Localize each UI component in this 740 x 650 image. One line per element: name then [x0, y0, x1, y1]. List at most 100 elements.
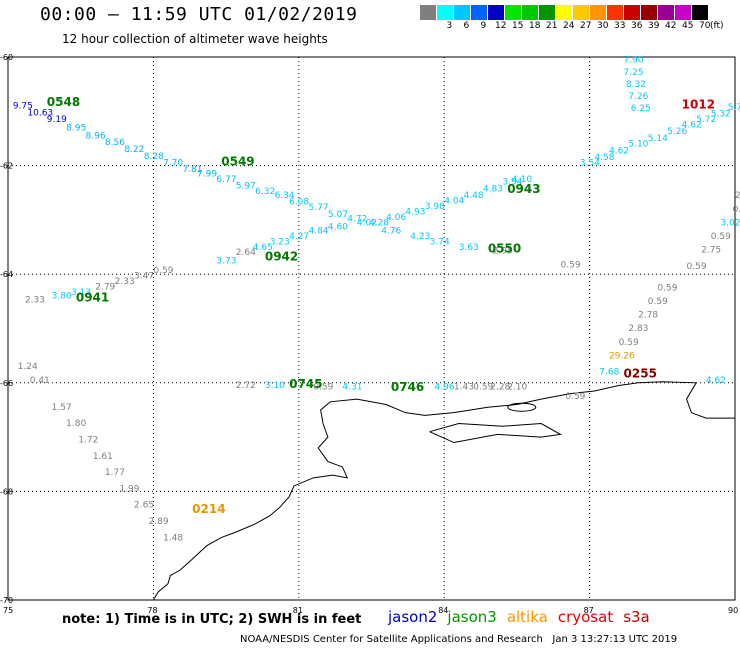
legend-label: 6 — [463, 21, 470, 31]
satellite-cryosat: cryosat — [557, 608, 614, 626]
wave-height-value: 6.08 — [289, 198, 309, 208]
pass-time-label: 0745 — [289, 377, 322, 391]
wave-height-value: 0.59 — [733, 205, 740, 215]
legend-swatch — [658, 5, 675, 20]
wave-height-value: 3.98 — [425, 202, 445, 212]
y-tick-label: -70 — [0, 596, 13, 605]
wave-height-value: 1.43 — [454, 382, 474, 392]
legend-label: 12 — [495, 21, 507, 31]
y-tick-label: -60 — [0, 53, 13, 62]
pass-time-label: 0942 — [265, 250, 298, 264]
pass-time-label: 0549 — [221, 155, 254, 169]
wave-height-value: 5.26 — [667, 127, 687, 137]
wave-height-value: 4.72 — [347, 215, 367, 225]
wave-height-value: 4.06 — [386, 213, 406, 223]
legend-label: 42 — [665, 21, 677, 31]
wave-height-value: 2.89 — [149, 517, 169, 527]
wave-height-value: 1.99 — [119, 484, 139, 494]
wave-height-value: 0.59 — [687, 262, 707, 272]
wave-height-value: 2.09 — [735, 191, 740, 201]
legend-label: 70 — [699, 21, 711, 31]
wave-height-value: 6.77 — [216, 175, 236, 185]
wave-height-value: 3.02 — [720, 218, 740, 228]
wave-height-value: 6.25 — [631, 104, 651, 114]
wave-height-value: 4.60 — [328, 223, 348, 233]
wave-height-value: 5.72 — [696, 115, 716, 125]
wave-height-value: 0.59 — [153, 266, 173, 276]
satellite-s3a: s3a — [623, 608, 650, 626]
wave-height-value: 5.07 — [328, 210, 348, 220]
wave-height-value: 8.32 — [626, 80, 646, 90]
wave-height-value: 6.34 — [275, 191, 295, 201]
x-tick-label: 78 — [147, 606, 157, 615]
wave-height-value: 1.80 — [66, 419, 86, 429]
wave-height-value: 8.95 — [66, 123, 86, 133]
pass-time-label: 0214 — [192, 502, 225, 516]
wave-height-value: 7.90 — [624, 55, 644, 65]
wave-height-value: 2.65 — [134, 501, 154, 511]
legend-swatch — [488, 5, 505, 20]
pass-time-label: 1012 — [682, 98, 715, 112]
wave-height-value: 3.47 — [134, 272, 154, 282]
wave-height-value: 4.58 — [594, 153, 614, 163]
pass-time-label: 0941 — [76, 290, 109, 304]
wave-height-value: 4.83 — [483, 185, 503, 195]
satellite-altika: altika — [506, 608, 548, 626]
legend-swatch — [539, 5, 556, 20]
wave-height-value: 1.24 — [18, 362, 38, 372]
footer-note: note: 1) Time is in UTC; 2) SWH is in fe… — [62, 612, 362, 627]
wave-height-value: 5.14 — [648, 134, 668, 144]
wave-height-value: 0.59 — [565, 392, 585, 402]
satellite-jason3: jason3 — [447, 608, 497, 626]
page-subtitle: 12 hour collection of altimeter wave hei… — [62, 32, 328, 46]
wave-height-value: 29.26 — [609, 351, 635, 361]
pass-time-label: 0943 — [507, 182, 540, 196]
wave-height-value: 1.72 — [78, 436, 98, 446]
legend-label: 27 — [580, 21, 592, 31]
wave-height-value: 2.64 — [236, 248, 256, 258]
wave-height-value: 3.94 — [502, 178, 522, 188]
wave-height-value: 4.76 — [381, 226, 401, 236]
y-tick-label: -62 — [0, 162, 13, 171]
wave-height-value: 3.23 — [270, 237, 290, 247]
x-tick-label: 81 — [293, 606, 303, 615]
wave-height-value: 8.56 — [105, 138, 125, 148]
legend-swatch — [522, 5, 539, 20]
legend-label: 3 — [446, 21, 453, 31]
satellite-jason2: jason2 — [388, 608, 438, 626]
legend-label: 15 — [512, 21, 524, 31]
page-title: 00:00 – 11:59 UTC 01/02/2019 — [40, 4, 358, 25]
map-frame — [7, 56, 736, 601]
pass-time-label: 0746 — [391, 380, 424, 394]
wave-height-value: 4.62 — [609, 147, 629, 157]
pass-time-label: 0255 — [624, 366, 657, 380]
wave-height-value: 3.13 — [71, 288, 91, 298]
wave-height-value: 4.02 — [357, 218, 377, 228]
wave-height-value: 2.83 — [628, 324, 648, 334]
wave-height-value: 5.77 — [308, 203, 328, 213]
legend-label: 18 — [529, 21, 541, 31]
legend-swatch — [573, 5, 590, 20]
wave-height-value: 0.59 — [648, 297, 668, 307]
legend-label: 45 — [682, 21, 694, 31]
color-legend-labels: 3 6 9 12 15 18 21 24 27 30 33 36 39 42 45 70 (ft) — [420, 21, 740, 33]
legend-swatch — [607, 5, 624, 20]
wave-height-value: 8.28 — [144, 152, 164, 162]
wave-height-value: 10.63 — [27, 109, 53, 119]
legend-label: 9 — [480, 21, 487, 31]
wave-height-value: 0.59 — [473, 382, 493, 392]
wave-height-value: 2.79 — [95, 282, 115, 292]
wave-height-value: 1.48 — [163, 533, 183, 543]
wave-height-value: 0.59 — [313, 382, 333, 392]
wave-height-value: 9.19 — [47, 115, 67, 125]
x-tick-label: 87 — [584, 606, 594, 615]
wave-height-value: 7.70 — [163, 159, 183, 169]
wave-height-value: 0.59 — [711, 232, 731, 242]
legend-label: 39 — [648, 21, 660, 31]
wave-height-value: 5.10 — [628, 140, 648, 150]
legend-swatch — [641, 5, 658, 20]
wave-height-value: 0.41 — [30, 376, 50, 386]
wave-height-value: 2.75 — [701, 245, 721, 255]
